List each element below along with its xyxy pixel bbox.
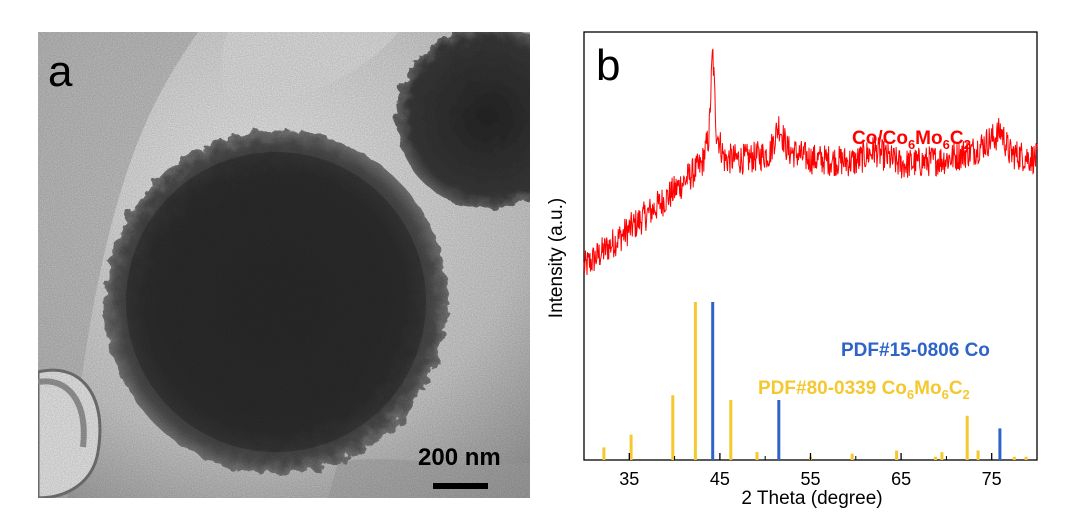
x-tick-label-75: 75	[982, 469, 1002, 489]
x-tick-label-55: 55	[800, 469, 820, 489]
series-line-0	[583, 48, 1038, 276]
panel-label-a: a	[48, 47, 73, 96]
x-tick-label-65: 65	[891, 469, 911, 489]
scale-bar-label: 200 nm	[418, 444, 501, 471]
tem-image	[38, 32, 530, 498]
tick-layer: 35 45 55 65 75	[583, 453, 1038, 489]
xrd-chart: 35 45 55 65 75 Intensity (a.u.) 2 Theta (deg…	[546, 31, 1038, 509]
x-tick-label-45: 45	[710, 469, 730, 489]
y-axis-label: Intensity (a.u.)	[546, 198, 567, 318]
x-tick-label-35: 35	[619, 469, 639, 489]
reference-label-co: PDF#15-0806 Co	[841, 340, 990, 361]
tem-micrograph	[38, 32, 530, 498]
reference-label-co6mo6c2: PDF#80-0339 Co6Mo6C2	[758, 378, 970, 402]
series-layer	[583, 48, 1038, 276]
scale-bar	[433, 483, 488, 489]
reference-layer	[602, 302, 1028, 460]
panel-label-b: b	[596, 41, 621, 90]
series-label-co-co6mo6c2: Co/Co6Mo6C2	[852, 128, 971, 152]
x-axis-label: 2 Theta (degree)	[741, 488, 882, 509]
